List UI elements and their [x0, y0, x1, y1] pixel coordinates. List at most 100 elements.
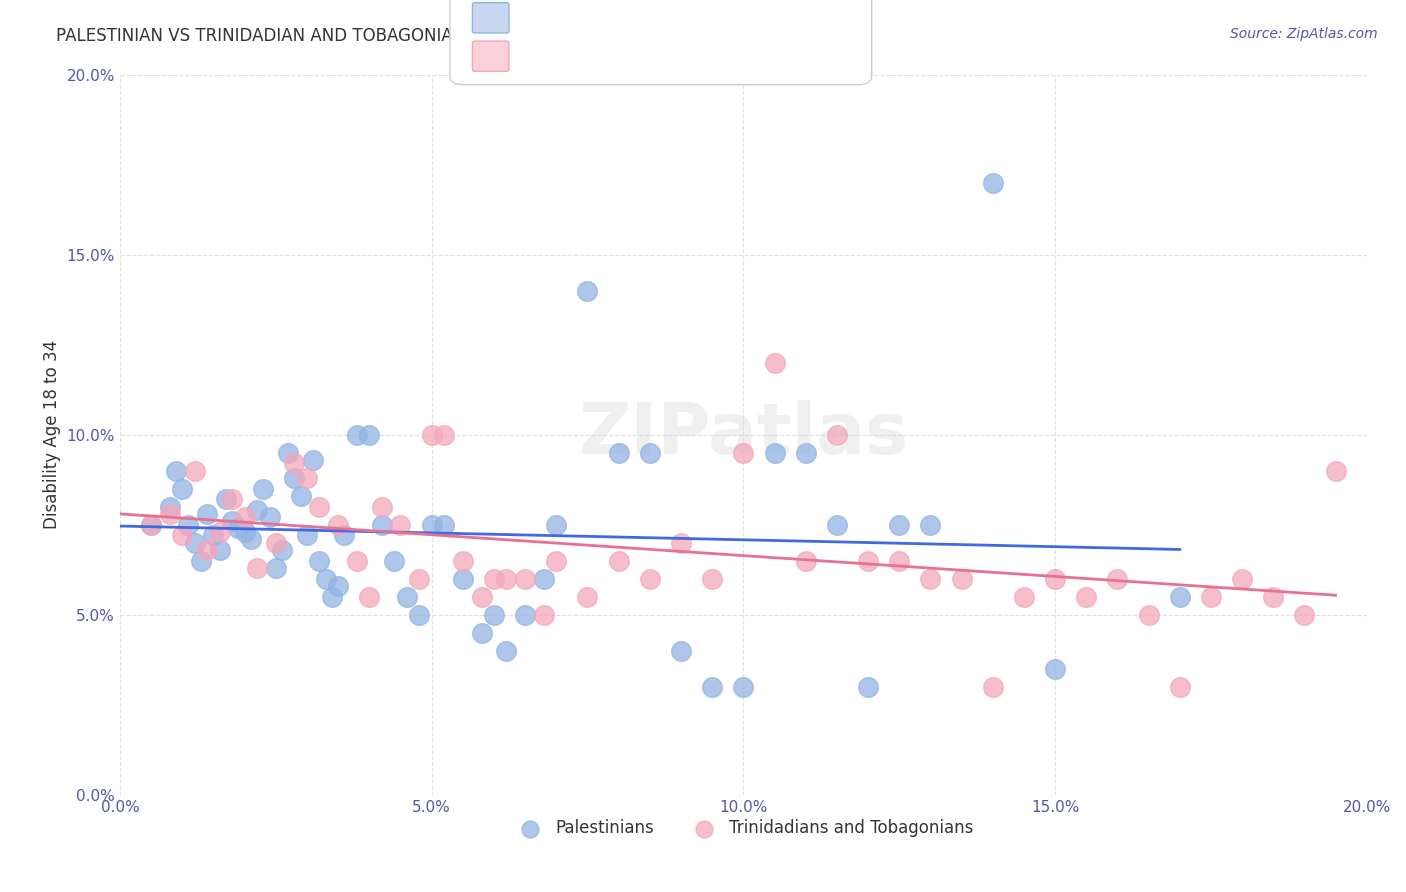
Point: [669, 643, 692, 657]
Point: [702, 680, 724, 694]
Point: [183, 535, 205, 549]
Text: Source: ZipAtlas.com: Source: ZipAtlas.com: [1230, 27, 1378, 41]
Point: [283, 457, 305, 471]
Point: [233, 524, 256, 539]
Point: [183, 464, 205, 478]
Point: [359, 427, 381, 442]
Point: [470, 590, 492, 604]
Point: [451, 554, 474, 568]
Point: [271, 542, 294, 557]
Point: [246, 561, 269, 575]
Point: [408, 572, 430, 586]
Point: [321, 590, 343, 604]
Point: [371, 517, 394, 532]
Point: [139, 517, 162, 532]
Point: [920, 572, 942, 586]
Point: [277, 445, 299, 459]
Point: [295, 471, 318, 485]
Point: [733, 445, 755, 459]
Point: [177, 517, 200, 532]
Point: [1043, 572, 1066, 586]
Point: [433, 517, 456, 532]
Point: [239, 532, 262, 546]
Point: [546, 517, 568, 532]
Point: [794, 445, 817, 459]
Point: [576, 590, 599, 604]
Text: R =: R =: [517, 55, 558, 73]
Point: [420, 517, 443, 532]
Point: [1263, 590, 1285, 604]
Point: [546, 554, 568, 568]
Point: [264, 561, 287, 575]
Point: [981, 680, 1004, 694]
Point: [208, 542, 231, 557]
Point: [190, 554, 212, 568]
Point: [702, 572, 724, 586]
Point: [1168, 680, 1191, 694]
Point: [515, 607, 537, 622]
Point: [389, 517, 412, 532]
Point: [733, 680, 755, 694]
Point: [1199, 590, 1222, 604]
Text: 60: 60: [654, 20, 679, 37]
Point: [856, 680, 879, 694]
Point: [283, 471, 305, 485]
Point: [195, 542, 218, 557]
Text: 53: 53: [654, 55, 679, 73]
Point: [470, 625, 492, 640]
Legend: Palestinians, Trinidadians and Tobagonians: Palestinians, Trinidadians and Tobagonia…: [506, 813, 980, 844]
Point: [408, 607, 430, 622]
Point: [308, 554, 330, 568]
Point: [264, 535, 287, 549]
Point: [202, 528, 225, 542]
Point: [172, 482, 194, 496]
Point: [576, 284, 599, 298]
Point: [195, 507, 218, 521]
Point: [638, 572, 661, 586]
Point: [1043, 662, 1066, 676]
Point: [346, 554, 368, 568]
Point: [371, 500, 394, 514]
Point: [295, 528, 318, 542]
Point: [495, 643, 517, 657]
Point: [215, 492, 238, 507]
Point: [172, 528, 194, 542]
Point: [395, 590, 418, 604]
Point: [607, 554, 630, 568]
Point: [233, 510, 256, 524]
Point: [1107, 572, 1129, 586]
Point: [1230, 572, 1253, 586]
Point: [825, 427, 848, 442]
Point: [920, 517, 942, 532]
Point: [495, 572, 517, 586]
Point: [359, 590, 381, 604]
Point: [333, 528, 356, 542]
Text: N =: N =: [612, 55, 659, 73]
Point: [221, 514, 243, 528]
Point: [794, 554, 817, 568]
Point: [302, 452, 325, 467]
Point: [420, 427, 443, 442]
Point: [856, 554, 879, 568]
Point: [889, 517, 911, 532]
Point: [326, 579, 349, 593]
Point: [290, 489, 312, 503]
Point: [382, 554, 405, 568]
Point: [159, 500, 181, 514]
Point: [482, 607, 505, 622]
Point: [346, 427, 368, 442]
Point: [1324, 464, 1347, 478]
Point: [315, 572, 337, 586]
Text: PALESTINIAN VS TRINIDADIAN AND TOBAGONIAN DISABILITY AGE 18 TO 34 CORRELATION CH: PALESTINIAN VS TRINIDADIAN AND TOBAGONIA…: [56, 27, 868, 45]
Point: [228, 521, 250, 535]
Point: [669, 535, 692, 549]
Point: [1294, 607, 1316, 622]
Point: [763, 355, 786, 369]
Point: [259, 510, 281, 524]
Point: [533, 607, 555, 622]
Point: [825, 517, 848, 532]
Point: [433, 427, 456, 442]
Text: -0.042: -0.042: [548, 20, 607, 37]
Point: [1076, 590, 1098, 604]
Point: [533, 572, 555, 586]
